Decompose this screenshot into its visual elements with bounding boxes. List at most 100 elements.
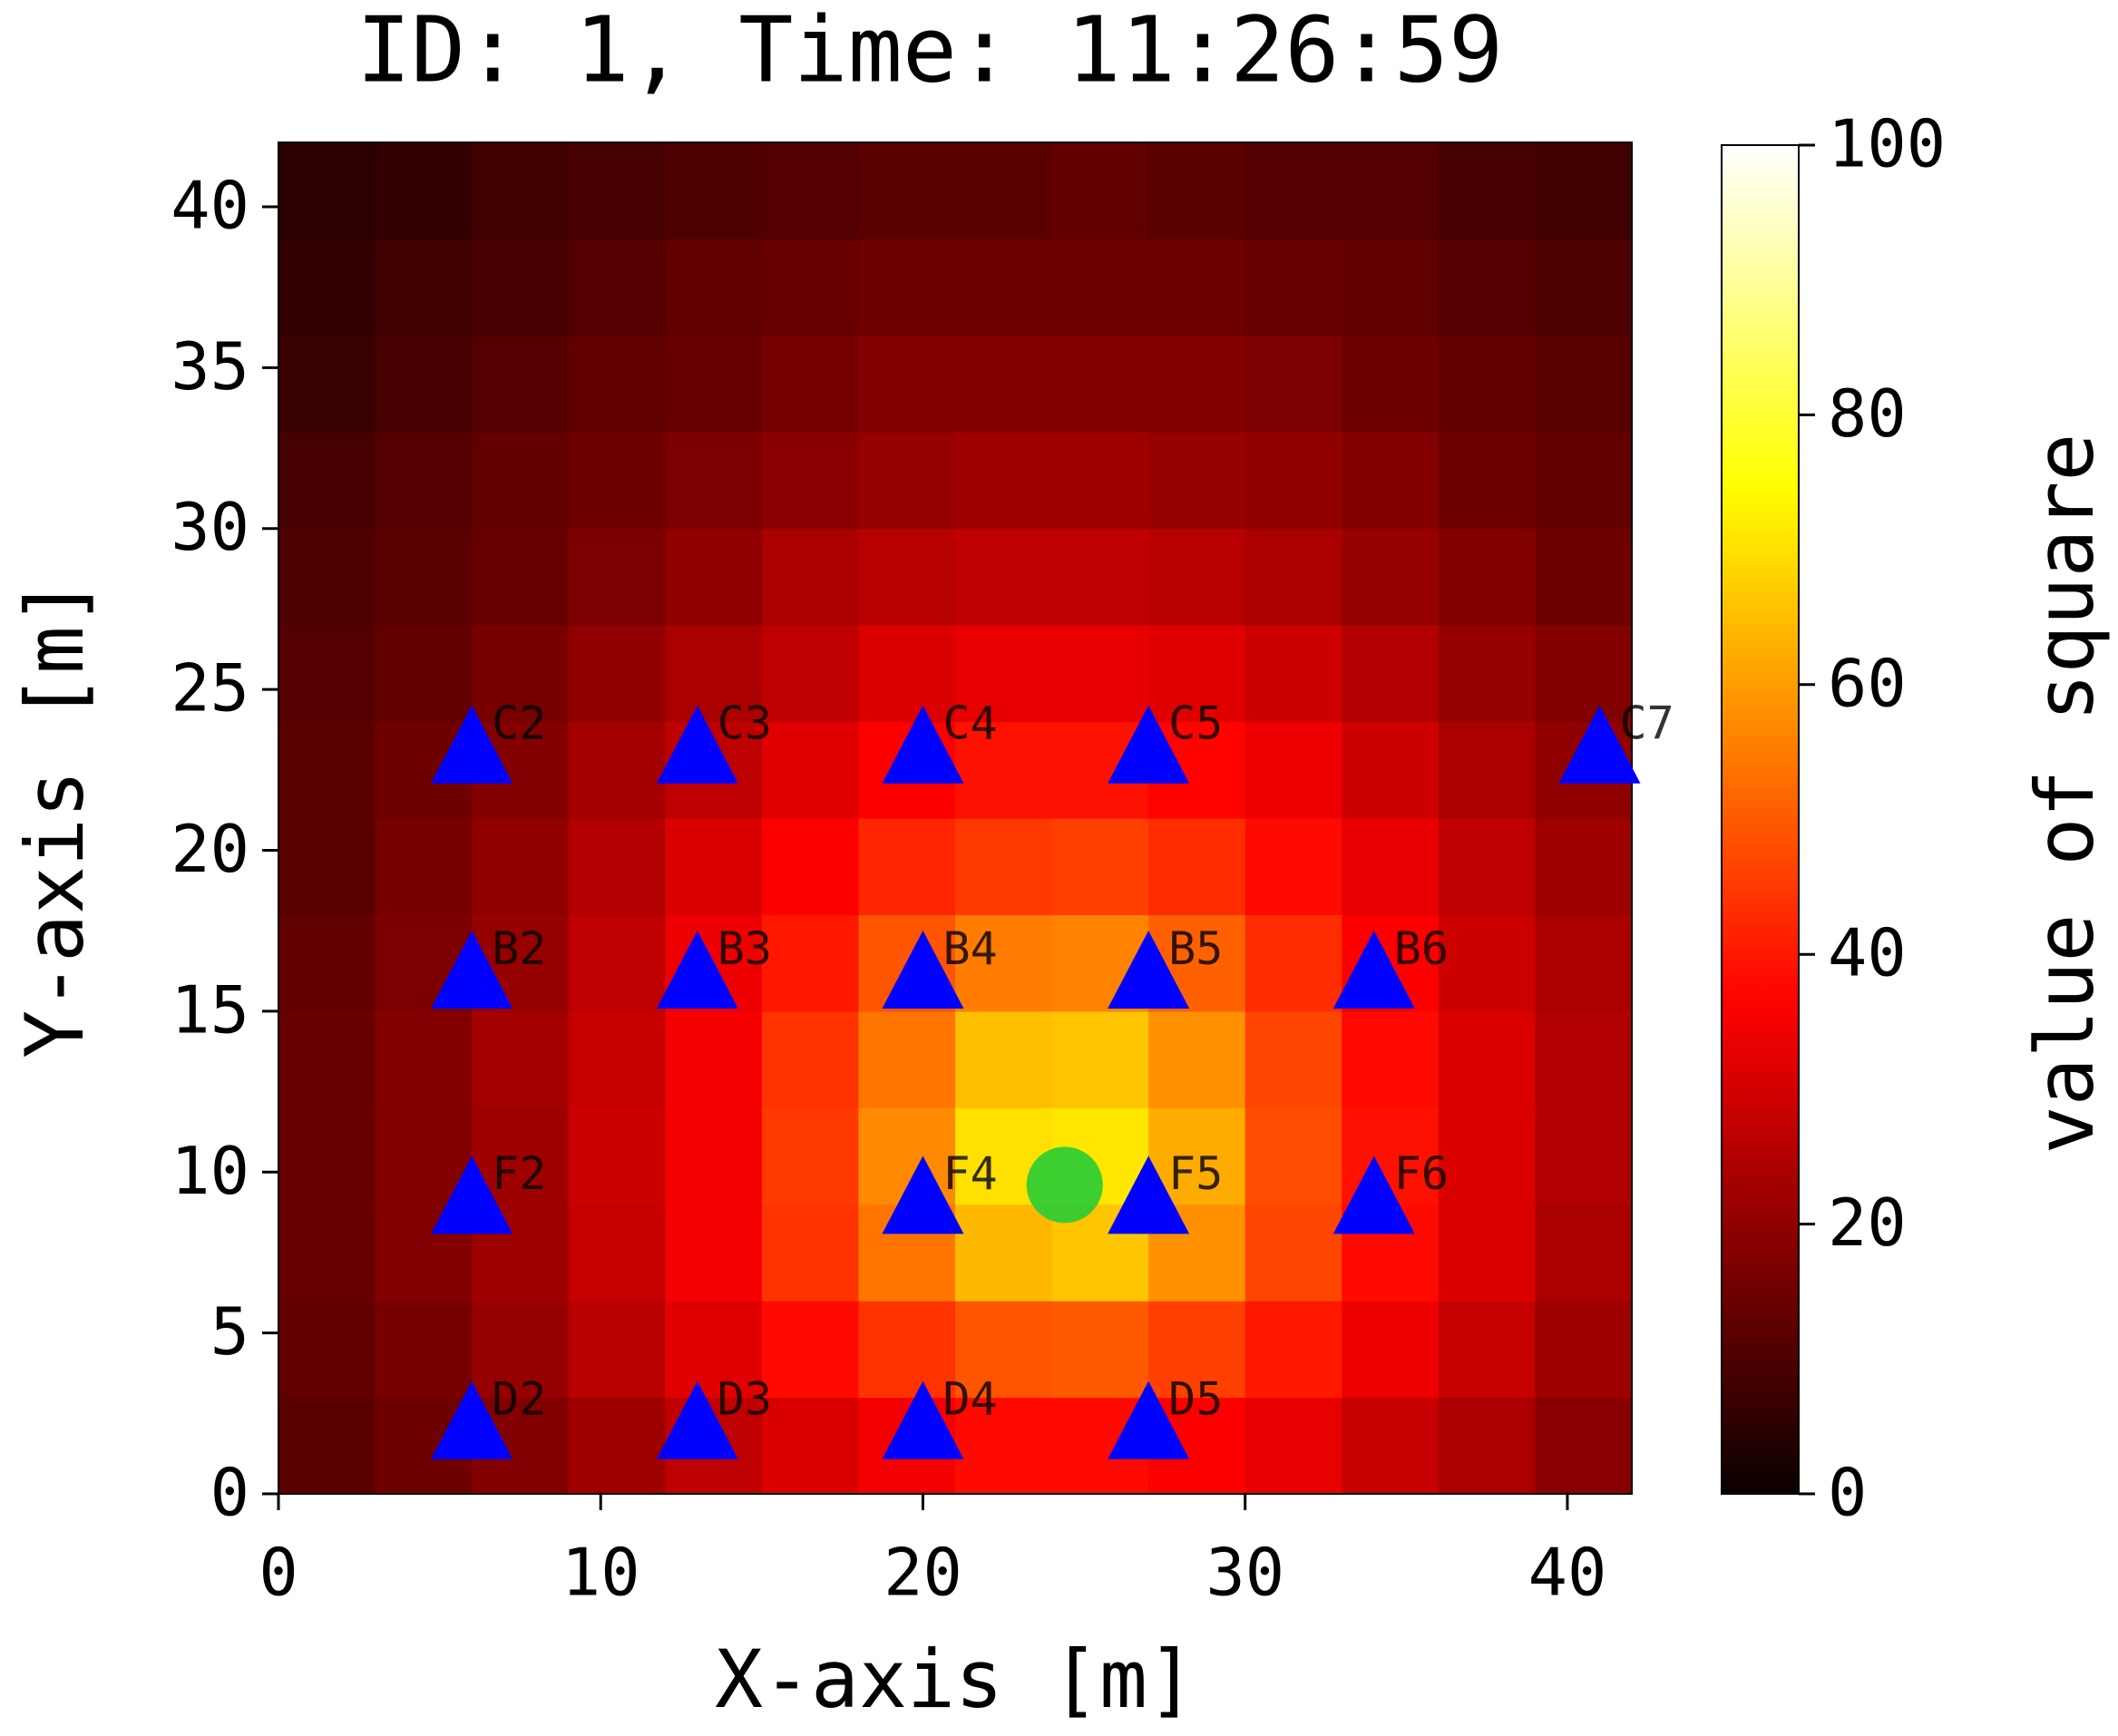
sensor-marker bbox=[882, 705, 964, 784]
sensor-marker bbox=[656, 705, 738, 784]
heatmap-cell bbox=[472, 1010, 570, 1108]
colorbar-tick-label: 80 bbox=[1828, 375, 1907, 452]
heatmap-cell bbox=[1244, 432, 1342, 530]
heatmap-cell bbox=[568, 1107, 666, 1205]
heatmap-cell bbox=[761, 625, 860, 723]
colorbar-tick-label: 100 bbox=[1828, 106, 1946, 182]
heatmap-cell bbox=[1148, 625, 1246, 723]
sensor-marker bbox=[431, 1380, 513, 1459]
heatmap-cell bbox=[1051, 142, 1149, 240]
heatmap-cell bbox=[858, 432, 956, 530]
heatmap-cell bbox=[278, 1010, 376, 1108]
heatmap-cell bbox=[278, 721, 376, 819]
heatmap-cell bbox=[375, 1010, 473, 1108]
heatmap-cell bbox=[761, 914, 860, 1012]
sensor-marker bbox=[431, 931, 513, 1009]
heatmap-cell bbox=[955, 914, 1053, 1012]
heatmap-cell bbox=[1244, 142, 1342, 240]
heatmap-cell bbox=[1438, 1397, 1537, 1495]
heatmap-cell bbox=[278, 239, 376, 336]
heatmap-cell bbox=[1535, 1107, 1633, 1205]
heatmap-cell bbox=[1244, 1204, 1342, 1302]
heatmap-cell bbox=[278, 1301, 376, 1399]
heatmap-cell bbox=[375, 818, 473, 916]
sensor-marker bbox=[1108, 1380, 1190, 1459]
heatmap-cell bbox=[1342, 432, 1440, 530]
heatmap-cell bbox=[1244, 721, 1342, 819]
heatmap-cell bbox=[568, 625, 666, 723]
heatmap-cell bbox=[761, 432, 860, 530]
heatmap-cell bbox=[568, 432, 666, 530]
heatmap-cell bbox=[278, 528, 376, 626]
heatmap-cell bbox=[278, 914, 376, 1012]
heatmap-cell bbox=[472, 528, 570, 626]
sensor-marker bbox=[882, 1380, 964, 1459]
heatmap-cell bbox=[761, 239, 860, 336]
heatmap-cell bbox=[568, 335, 666, 433]
heatmap-cell bbox=[1438, 239, 1537, 336]
heatmap-cell bbox=[1148, 432, 1246, 530]
heatmap-cell bbox=[955, 1010, 1053, 1108]
heatmap-cell bbox=[568, 1301, 666, 1399]
colorbar-tick-label: 40 bbox=[1828, 915, 1907, 991]
heatmap-cell bbox=[472, 1301, 570, 1399]
sensor-label: D2 bbox=[492, 1373, 546, 1426]
heatmap-cell bbox=[1438, 625, 1537, 723]
heatmap-cell bbox=[375, 625, 473, 723]
y-tick-label: 20 bbox=[171, 811, 249, 887]
plot-frame bbox=[278, 141, 1633, 1495]
heatmap-cell bbox=[955, 335, 1053, 433]
heatmap-cell bbox=[1342, 1397, 1440, 1495]
heatmap-cell bbox=[858, 239, 956, 336]
heatmap-cell bbox=[1535, 335, 1633, 433]
heatmap-cell bbox=[278, 818, 376, 916]
heatmap-cell bbox=[568, 528, 666, 626]
heatmap-cell bbox=[1051, 335, 1149, 433]
sensor-marker bbox=[882, 1156, 964, 1234]
heatmap-cell bbox=[568, 142, 666, 240]
y-tick-label: 30 bbox=[171, 489, 249, 565]
heatmap-cell bbox=[665, 1301, 763, 1399]
heatmap-cell bbox=[1342, 142, 1440, 240]
heatmap-cell bbox=[278, 625, 376, 723]
heatmap-cell bbox=[1438, 1107, 1537, 1205]
heatmap-cell bbox=[1535, 1204, 1633, 1302]
heatmap-cell bbox=[472, 432, 570, 530]
heatmap-cell bbox=[761, 1301, 860, 1399]
heatmap-cell bbox=[1342, 1301, 1440, 1399]
heatmap-cell bbox=[1148, 142, 1246, 240]
heatmap-cell bbox=[472, 625, 570, 723]
heatmap-cell bbox=[1535, 1301, 1633, 1399]
heatmap-cell bbox=[858, 1010, 956, 1108]
heatmap-cell bbox=[1051, 432, 1149, 530]
heatmap-cell bbox=[955, 239, 1053, 336]
heatmap-cell bbox=[761, 721, 860, 819]
heatmap-cell bbox=[472, 818, 570, 916]
heatmap-cell bbox=[955, 1397, 1053, 1495]
sensor-label: C5 bbox=[1168, 697, 1223, 750]
heatmap-cell bbox=[1244, 914, 1342, 1012]
colorbar bbox=[1721, 144, 1800, 1495]
heatmap-cell bbox=[1535, 239, 1633, 336]
heatmap-cell bbox=[761, 818, 860, 916]
heatmap-cell bbox=[375, 1301, 473, 1399]
heatmap-cell bbox=[568, 721, 666, 819]
heatmap-cell bbox=[472, 239, 570, 336]
sensor-marker bbox=[1332, 931, 1415, 1009]
heatmap-cell bbox=[568, 914, 666, 1012]
sensor-marker bbox=[1108, 705, 1190, 784]
heatmap-cell bbox=[761, 1204, 860, 1302]
heatmap-cell bbox=[1535, 818, 1633, 916]
sensor-label: C3 bbox=[717, 697, 772, 750]
heatmap-cell bbox=[1148, 1301, 1246, 1399]
colorbar-label: value of square bbox=[2018, 434, 2112, 1155]
x-tick-label: 0 bbox=[259, 1535, 298, 1611]
sensor-label: B4 bbox=[942, 922, 997, 975]
heatmap-cell bbox=[1051, 239, 1149, 336]
y-tick-label: 35 bbox=[171, 328, 249, 405]
heatmap-cell bbox=[375, 432, 473, 530]
heatmap-cell bbox=[1438, 818, 1537, 916]
heatmap-cell bbox=[1342, 239, 1440, 336]
heatmap-cell bbox=[1438, 1204, 1537, 1302]
x-tick-label: 10 bbox=[561, 1535, 640, 1611]
